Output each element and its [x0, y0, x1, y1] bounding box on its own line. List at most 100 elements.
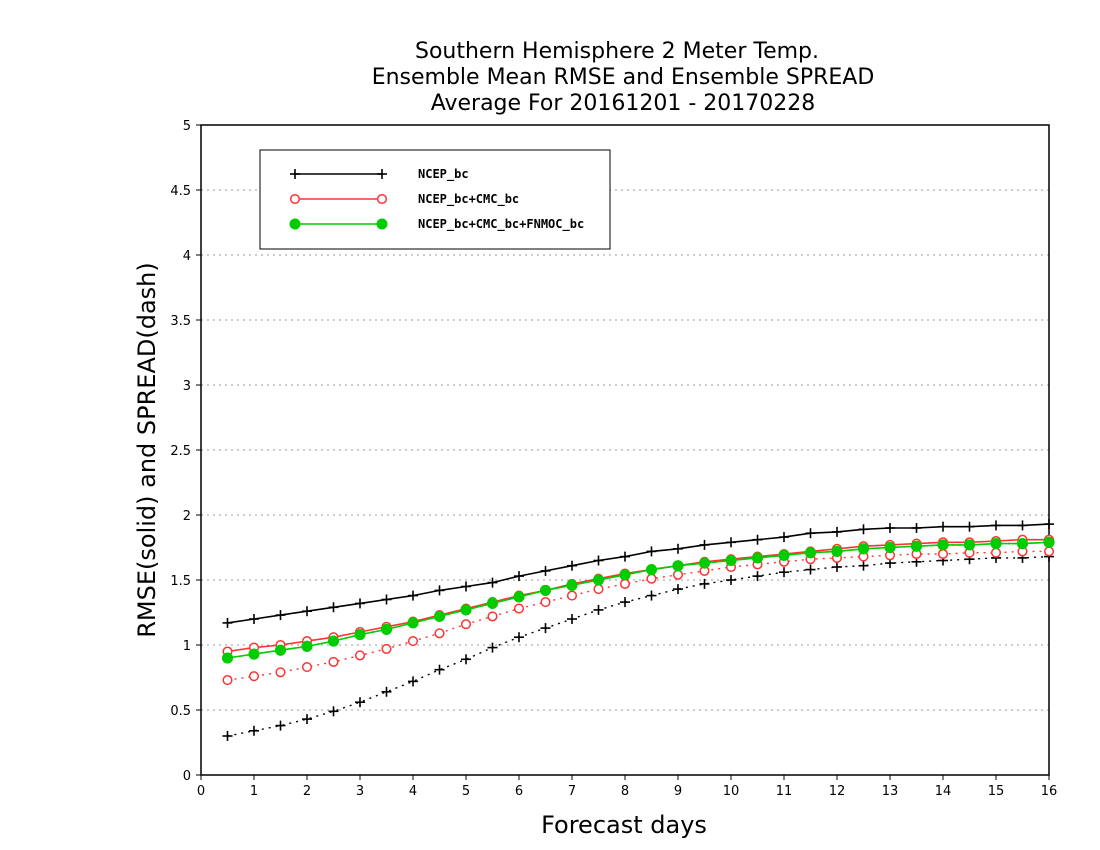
- rmse-point: [328, 602, 339, 613]
- rmse-point: [885, 523, 895, 533]
- rmse-point: [884, 542, 896, 553]
- rmse-point: [672, 560, 684, 572]
- rmse-point: [646, 546, 657, 557]
- spread-point: [805, 564, 816, 575]
- rmse-point: [302, 606, 312, 617]
- spread-point: [328, 706, 339, 717]
- spread-point: [408, 676, 418, 687]
- legend-label: NCEP_bc+CMC_bc: [418, 192, 519, 207]
- spread-point: [434, 664, 445, 675]
- spread-point: [355, 697, 365, 708]
- spread-point: [513, 603, 525, 614]
- rmse-point: [567, 560, 577, 571]
- spread-point: [990, 547, 1002, 558]
- spread-point: [779, 567, 789, 578]
- rmse-point: [354, 629, 366, 641]
- legend-marker: [376, 218, 388, 230]
- rmse-point: [858, 543, 869, 555]
- spread-point: [460, 619, 472, 630]
- rmse-point: [725, 555, 737, 566]
- x-tick-label: 12: [829, 784, 846, 799]
- y-tick-label: 2.5: [170, 444, 191, 459]
- x-tick-label: 8: [621, 784, 629, 799]
- rmse-point: [593, 574, 604, 586]
- rmse-point: [990, 538, 1002, 550]
- spread-point: [222, 675, 233, 686]
- x-tick-label: 4: [409, 784, 417, 799]
- rmse-point: [938, 521, 948, 532]
- x-tick-label: 3: [356, 784, 364, 799]
- axis-ticks: 00.511.522.533.544.550 1 2 3 4 5 6 7 8 9 10 11 12 13 1…: [170, 119, 1057, 799]
- spread-point: [434, 628, 445, 639]
- rmse-point: [434, 610, 445, 622]
- spread-point: [672, 569, 684, 580]
- rmse-point: [408, 590, 418, 601]
- spread-point: [381, 643, 392, 654]
- x-tick-label: 7: [568, 784, 576, 799]
- rmse-point: [619, 569, 631, 581]
- rmse-point: [699, 557, 710, 569]
- x-tick-label: 5: [462, 784, 470, 799]
- spread-point: [567, 614, 577, 624]
- spread-point: [726, 575, 736, 585]
- y-tick-label: 2: [183, 509, 191, 524]
- chart-title-line-3: Average For 20161201 - 20170228: [431, 91, 816, 116]
- rmse-point: [620, 551, 630, 562]
- rmse-point: [407, 617, 419, 629]
- series-2: [222, 534, 1055, 686]
- rmse-point: [964, 539, 975, 551]
- spread-point: [832, 562, 842, 572]
- rmse-point: [1043, 536, 1055, 548]
- y-tick-label: 3.5: [170, 314, 191, 329]
- spread-point: [752, 571, 763, 582]
- rmse-point: [249, 614, 259, 624]
- x-tick-label: 2: [303, 784, 311, 799]
- spread-point: [275, 720, 286, 731]
- legend-marker: [290, 169, 300, 179]
- rmse-point: [779, 532, 789, 543]
- spread-point: [646, 590, 657, 601]
- rmse-point: [566, 579, 578, 591]
- rmse-point: [673, 543, 683, 554]
- rmse-point: [540, 565, 551, 576]
- x-tick-label: 10: [723, 784, 740, 799]
- rmse-point: [460, 604, 472, 616]
- spread-point: [407, 636, 419, 647]
- series-1: [222, 519, 1054, 741]
- rmse-point: [858, 524, 869, 535]
- spread-point: [249, 725, 259, 736]
- rmse-point: [831, 545, 843, 557]
- spread-line: [227, 541, 1050, 659]
- spread-point: [593, 604, 604, 615]
- y-tick-label: 3: [183, 379, 191, 394]
- spread-point: [514, 632, 524, 643]
- rmse-point: [778, 549, 790, 561]
- y-tick-label: 1: [183, 639, 191, 654]
- rmse-point: [222, 617, 233, 628]
- y-tick-label: 1.5: [170, 574, 191, 589]
- rmse-point: [301, 640, 313, 652]
- rmse-point: [514, 571, 524, 582]
- rmse-point: [1017, 538, 1028, 550]
- rmse-point: [937, 539, 949, 551]
- y-tick-label: 0: [183, 769, 191, 784]
- y-axis-label: RMSE(solid) and SPREAD(dash): [133, 262, 161, 638]
- rmse-point: [513, 591, 525, 603]
- spread-point: [301, 662, 313, 673]
- rmse-point: [593, 555, 604, 566]
- spread-point: [381, 686, 392, 697]
- spread-point: [646, 573, 657, 584]
- rmse-point: [1017, 520, 1028, 531]
- spread-point: [248, 671, 260, 682]
- rmse-point: [355, 598, 365, 609]
- spread-point: [858, 560, 869, 571]
- spread-point: [620, 597, 630, 608]
- spread-point: [540, 623, 551, 634]
- rmse-line: [227, 538, 1049, 653]
- rmse-point: [911, 523, 922, 533]
- x-tick-label: 11: [776, 784, 793, 799]
- rmse-point: [461, 581, 471, 592]
- rmse-point: [964, 521, 975, 532]
- rmse-point: [646, 564, 657, 576]
- x-tick-label: 16: [1041, 784, 1058, 799]
